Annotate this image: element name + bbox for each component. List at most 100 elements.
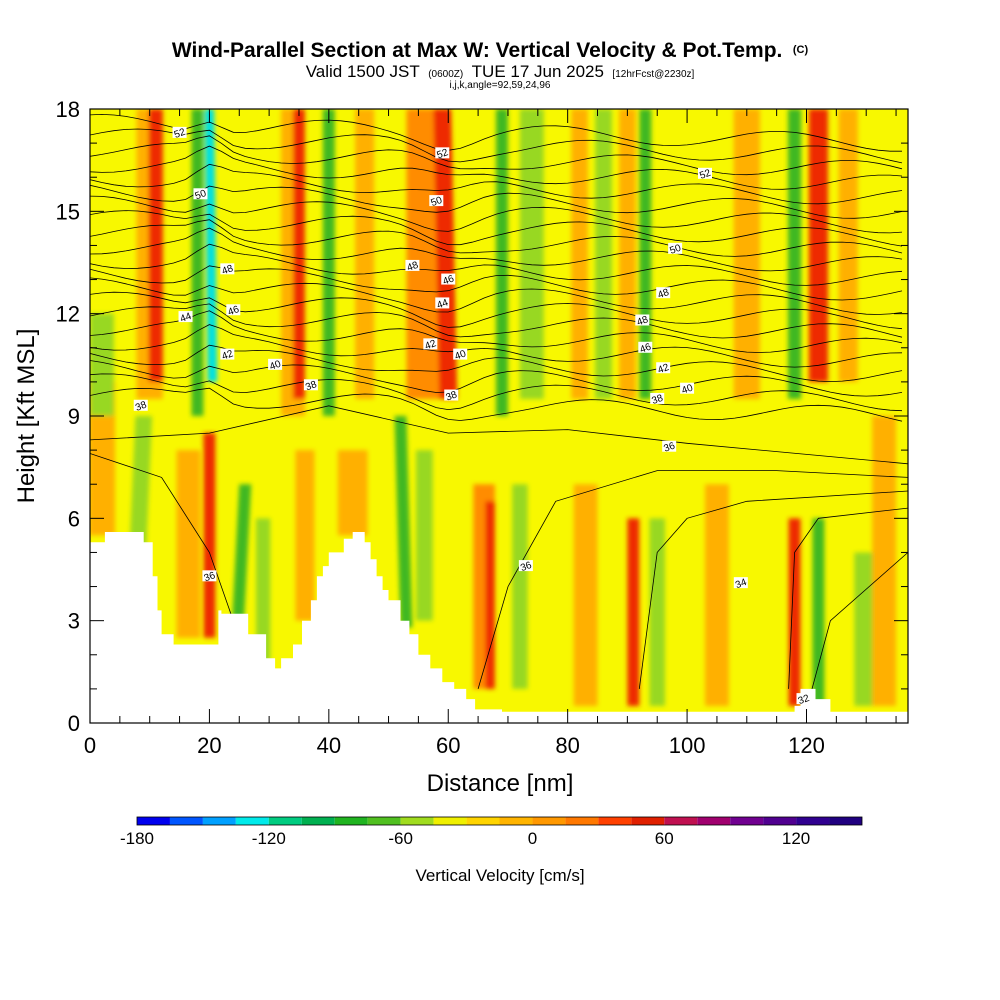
theta-contour-line: [90, 128, 903, 164]
theta-contour-line: [788, 507, 908, 689]
chart-indices: i,j,k,angle=92,59,24,96: [450, 80, 551, 91]
velocity-cell: [191, 109, 204, 416]
velocity-cell: [619, 109, 636, 399]
colorbar-frame: [136, 816, 863, 826]
theta-contour-line: [90, 210, 903, 247]
contour-label-bg: [444, 389, 459, 401]
theta-contour-label: 44: [179, 311, 194, 325]
theta-contour-label: 46: [227, 304, 242, 318]
theta-contour-label: 46: [639, 341, 654, 355]
theta-contour-label: 52: [173, 127, 188, 141]
theta-contour-line: [90, 453, 234, 621]
contour-label-bg: [429, 195, 444, 207]
theta-contour-line: [90, 303, 903, 339]
theta-contour-label: 42: [424, 338, 439, 352]
velocity-cell: [788, 518, 801, 706]
contour-label-bg: [638, 341, 653, 353]
theta-contour-label: 36: [662, 440, 677, 454]
contour-label-bg: [650, 392, 665, 404]
colorbar-title: Vertical Velocity [cm/s]: [415, 866, 584, 885]
theta-contours: [90, 113, 908, 710]
velocity-cell: [733, 109, 760, 399]
contour-label-bg: [680, 382, 695, 394]
contour-label-bg: [423, 338, 438, 350]
theta-contour-line: [90, 135, 903, 176]
colorbar-swatch: [796, 817, 830, 825]
contour-label-bg: [662, 440, 677, 452]
velocity-cell: [573, 484, 598, 706]
contour-label-bg: [193, 188, 208, 200]
colorbar-swatch: [235, 817, 269, 825]
theta-contour-label: 32: [797, 693, 812, 707]
velocity-field: [90, 109, 897, 706]
velocity-cell: [406, 109, 443, 399]
theta-contour-label: 38: [650, 393, 665, 407]
contour-label-bg: [733, 577, 748, 589]
theta-contour-label: 44: [436, 297, 451, 311]
contour-label-bg: [133, 399, 148, 411]
y-tick-label: 3: [68, 609, 80, 634]
y-tick-label: 15: [56, 199, 80, 224]
contour-label-bg: [220, 263, 235, 275]
x-tick-label: 60: [436, 733, 460, 758]
theta-contour-line: [90, 163, 903, 205]
y-tick-label: 0: [68, 711, 80, 736]
axis-ticks: [89, 108, 908, 724]
contour-label-bg: [172, 126, 187, 138]
colorbar-tick-label: -60: [388, 829, 413, 848]
velocity-cell: [322, 109, 335, 416]
colorbar-swatch: [466, 817, 500, 825]
x-tick-label: 120: [788, 733, 825, 758]
theta-contour-label: 36: [203, 570, 218, 584]
theta-contour-line: [90, 310, 903, 353]
theta-contour-label: 50: [430, 195, 445, 209]
theta-contour-label: 36: [519, 560, 534, 574]
velocity-cell: [496, 109, 508, 416]
contour-label-bg: [697, 167, 712, 179]
colorbar-swatch: [532, 817, 566, 825]
contour-label-bg: [435, 297, 450, 309]
contour-label-bg: [220, 348, 235, 360]
x-tick-label: 0: [84, 733, 96, 758]
colorbar-swatch: [367, 817, 401, 825]
velocity-cell: [595, 109, 612, 399]
theta-contour-label: 40: [680, 382, 695, 396]
y-tick-label: 18: [56, 97, 80, 122]
colorbar-tick-label: -180: [120, 829, 154, 848]
velocity-cell: [129, 416, 153, 553]
colorbar-tick-label: -120: [252, 829, 286, 848]
contour-label-bg: [226, 304, 241, 316]
contour-label-bg: [656, 287, 671, 299]
colorbar: [136, 816, 863, 826]
velocity-cell: [872, 416, 897, 706]
plot-area: 52 52 52 50 50 50 48 48 48 48 46 46 46 44 44 42 42 42 40 40…: [90, 109, 908, 723]
velocity-cell: [704, 484, 729, 706]
x-axis-tick-labels: 0 20 40 60 80 100 120: [84, 733, 825, 758]
theta-contour-label: 38: [304, 379, 319, 393]
colorbar-swatch: [664, 817, 698, 825]
theta-contour-labels: 52 52 52 50 50 50 48 48 48 48 46 46 46 44 44 42 42 42 40 40…: [133, 126, 812, 707]
x-tick-label: 40: [317, 733, 341, 758]
theta-contour-line: [638, 490, 908, 689]
theta-contour-line: [90, 277, 903, 315]
theta-contour-label: 46: [441, 273, 456, 287]
velocity-cell: [295, 450, 315, 621]
colorbar-tick-labels: -180 -120 -60 0 60 120: [120, 829, 810, 848]
velocity-cell: [627, 518, 640, 706]
velocity-cell: [394, 416, 413, 628]
colorbar-tick-label: 60: [655, 829, 674, 848]
theta-contour-line: [477, 470, 908, 690]
colorbar-swatch: [433, 817, 467, 825]
velocity-cell: [230, 484, 252, 655]
colorbar-swatch: [301, 817, 335, 825]
theta-contour-line: [806, 552, 908, 710]
contour-label-bg: [796, 693, 811, 705]
y-tick-label: 12: [56, 302, 80, 327]
theta-contour-label: 52: [436, 147, 451, 161]
velocity-cell: [255, 518, 271, 662]
velocity-cell: [433, 109, 458, 399]
theta-contour-line: [90, 243, 903, 286]
theta-contour-line: [90, 184, 903, 219]
colorbar-tick-label: 0: [528, 829, 537, 848]
theta-contour-label: 50: [668, 243, 683, 257]
